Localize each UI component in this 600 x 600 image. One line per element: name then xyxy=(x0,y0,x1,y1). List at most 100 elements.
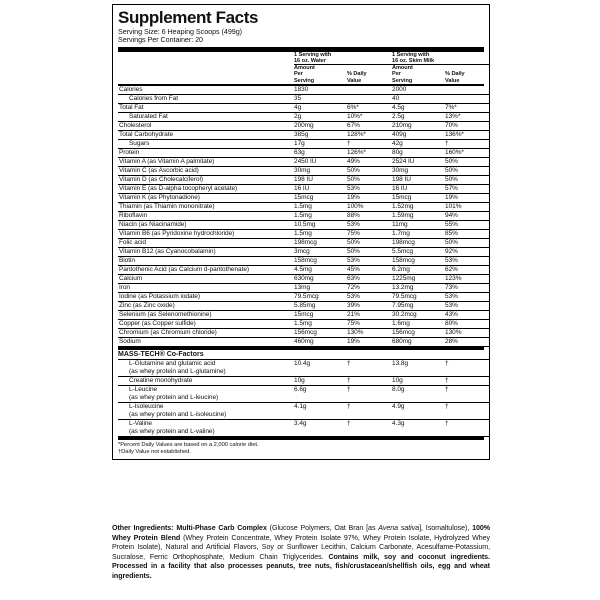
nutrient-name: Calcium xyxy=(118,274,294,285)
cofactors-table: MASS-TECH® Co-Factors L-Glutamine and gl… xyxy=(118,350,491,437)
dv-water: 128%* xyxy=(347,130,392,141)
dv-milk: 19% xyxy=(445,193,490,204)
dv-water xyxy=(347,86,392,96)
footnote-daily-values: *Percent Daily Values are based on a 2,0… xyxy=(118,441,259,448)
spacer-cell xyxy=(392,368,445,377)
table-row: Riboflavin 1.5mg 88% 1.59mg 94% xyxy=(118,211,490,222)
nutrient-name: Vitamin A (as Vitamin A palmitate) xyxy=(118,157,294,168)
dv-water: 75% xyxy=(347,319,392,330)
nutrient-name: Vitamin B6 (as Pyridoxine hydrochloride) xyxy=(118,229,294,240)
amount-milk: 4.9g xyxy=(392,403,405,411)
amount-milk: 4.3g xyxy=(392,420,405,428)
spacer-cell xyxy=(392,394,445,403)
cofactors-heading: MASS-TECH® Co-Factors xyxy=(118,350,491,360)
spacer-cell xyxy=(347,411,392,420)
dv-milk: 123% xyxy=(445,274,490,285)
dv-water: 49% xyxy=(347,157,392,168)
amount-milk: 409g xyxy=(392,130,445,141)
amount-milk: 1.6mg xyxy=(392,319,445,330)
dv-label-2a: % Daily xyxy=(445,71,465,78)
dv-milk: 160%* xyxy=(445,148,490,159)
table-row: Cholesterol 200mg 67% 210mg 70% xyxy=(118,121,490,132)
dv-water: † xyxy=(347,420,351,428)
dv-water: 50% xyxy=(347,166,392,177)
nutrient-name: Riboflavin xyxy=(118,211,294,222)
cofactor-name: L-Glutamine and glutamic acid xyxy=(129,360,216,368)
dv-milk xyxy=(445,94,490,105)
dv-milk: 55% xyxy=(445,220,490,231)
amount-milk: 198mcg xyxy=(392,238,445,249)
table-row: Iodine (as Potassium iodate) 79.5mcg 53% 79… xyxy=(118,292,490,303)
column-header-water-line2: 16 oz. Water xyxy=(294,58,326,65)
amount-milk: 15mcg xyxy=(392,193,445,204)
dv-water xyxy=(347,94,392,105)
nutrient-name: Niacin (as Niacinamide) xyxy=(118,220,294,231)
table-row: Calcium 630mg 63% 1225mg 123% xyxy=(118,274,490,285)
amount-milk: 80g xyxy=(392,148,445,159)
dv-water: 88% xyxy=(347,211,392,222)
whey-blend-text: (Whey Protein Concentrate, Whey Protein … xyxy=(112,533,490,561)
amount-milk: 2524 IU xyxy=(392,157,445,168)
amount-milk: 2.5g xyxy=(392,112,445,123)
amount-milk: 156mcg xyxy=(392,328,445,339)
table-row: Vitamin B12 (as Cyanocobalamin) 3mcg 50% 5.… xyxy=(118,247,490,258)
amount-label-1b: Per xyxy=(294,71,303,78)
amount-milk: 198 IU xyxy=(392,175,445,186)
amount-milk: 210mg xyxy=(392,121,445,132)
amount-milk: 79.5mcg xyxy=(392,292,445,303)
dv-water: 126%* xyxy=(347,148,392,159)
spacer-cell xyxy=(445,368,491,377)
dv-water: † xyxy=(347,139,392,150)
table-row: Saturated Fat 2g 10%* 2.5g 13%* xyxy=(118,112,490,123)
dv-water: 67% xyxy=(347,121,392,132)
footnotes: *Percent Daily Values are based on a 2,0… xyxy=(118,440,484,456)
dv-water: † xyxy=(347,386,351,394)
dv-milk: 136%* xyxy=(445,130,490,141)
dv-water: 53% xyxy=(347,292,392,303)
dv-milk: 53% xyxy=(445,256,490,267)
amount-milk: 1.52mg xyxy=(392,202,445,213)
amount-water: 10.5mg xyxy=(294,220,347,231)
dv-milk: 53% xyxy=(445,292,490,303)
dv-milk: 57% xyxy=(445,184,490,195)
table-row: Calories from Fat 35 40 xyxy=(118,94,490,105)
divider-medium-cofactors xyxy=(118,347,484,351)
nutrient-name: Iron xyxy=(118,283,294,294)
dv-milk: † xyxy=(445,386,449,394)
amount-milk: 42g xyxy=(392,139,445,150)
amount-water: 15mcg xyxy=(294,310,347,321)
dv-water: 21% xyxy=(347,310,392,321)
table-row: Vitamin C (as Ascorbic acid) 30mg 50% 30mg 5… xyxy=(118,166,490,177)
amount-water: 460mg xyxy=(294,337,347,348)
nutrient-name: Folic acid xyxy=(118,238,294,249)
spacer-cell xyxy=(445,394,491,403)
avena-sativa-italic: Avena sativa xyxy=(378,524,420,532)
dv-milk: † xyxy=(445,139,490,150)
divider-thick-top xyxy=(118,46,484,52)
table-row: L-Valine 3.4g † 4.3g † xyxy=(118,420,490,429)
dv-milk: 7%* xyxy=(445,103,490,114)
dv-water: † xyxy=(347,403,351,411)
column-header-amount-row: Amount Per Serving % Daily Value Amount … xyxy=(118,65,490,84)
dv-milk: 70% xyxy=(445,121,490,132)
amount-label-1c: Serving xyxy=(294,77,315,84)
column-header-water-line1: 1 Serving with xyxy=(294,51,332,58)
amount-water: 17g xyxy=(294,139,347,150)
dv-water: † xyxy=(347,376,392,387)
dv-milk: 130% xyxy=(445,328,490,339)
dv-water: 100% xyxy=(347,202,392,213)
amount-milk: 6.2mg xyxy=(392,265,445,276)
spacer-cell xyxy=(445,428,491,437)
dv-milk: † xyxy=(445,360,449,368)
table-row: Vitamin B6 (as Pyridoxine hydrochloride)… xyxy=(118,229,490,240)
dv-milk: 73% xyxy=(445,283,490,294)
table-row: Niacin (as Niacinamide) 10.5mg 53% 11mg 55% xyxy=(118,220,490,231)
column-header-serving-row: 1 Serving with 16 oz. Water 1 Serving wi… xyxy=(118,51,491,66)
amount-milk: 158mcg xyxy=(392,256,445,267)
amount-milk: 2000 xyxy=(392,86,445,96)
supplement-facts-panel: Supplement Facts Serving Size: 6 Heaping… xyxy=(112,4,491,461)
nutrient-name: Chromium (as Chromium chloride) xyxy=(118,328,294,339)
dv-milk: 62% xyxy=(445,265,490,276)
table-row: Calories 1830 2000 xyxy=(118,86,490,96)
